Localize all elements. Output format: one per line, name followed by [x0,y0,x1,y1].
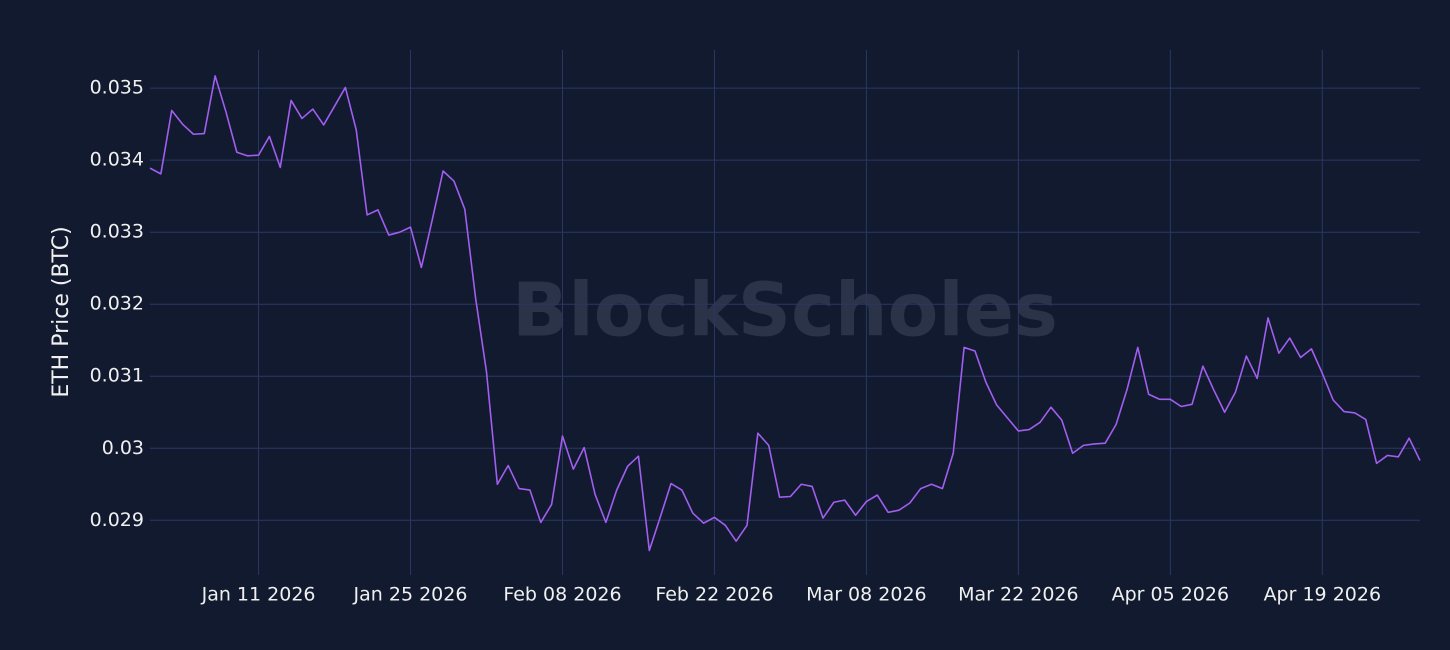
y-tick-label: 0.032 [90,293,144,315]
x-tick-label: Feb 08 2026 [503,584,621,606]
price-line [149,75,1421,552]
y-tick-label: 0.035 [90,77,144,99]
y-tick-label: 0.031 [90,365,144,387]
x-tick-label: Jan 25 2026 [353,584,468,606]
x-tick-label: Jan 11 2026 [201,584,316,606]
x-tick-label: Mar 08 2026 [806,584,926,606]
x-tick-label: Mar 22 2026 [958,584,1078,606]
x-tick-label: Apr 05 2026 [1112,584,1229,606]
y-tick-label: 0.029 [90,509,144,531]
y-tick-label: 0.034 [90,149,144,171]
y-tick-label: 0.03 [102,437,144,459]
watermark: BlockScholes [512,268,1058,354]
y-axis-label: ETH Price (BTC) [49,226,74,397]
y-tick-label: 0.033 [90,221,144,243]
x-tick-label: Apr 19 2026 [1264,584,1381,606]
x-tick-label: Feb 22 2026 [655,584,773,606]
